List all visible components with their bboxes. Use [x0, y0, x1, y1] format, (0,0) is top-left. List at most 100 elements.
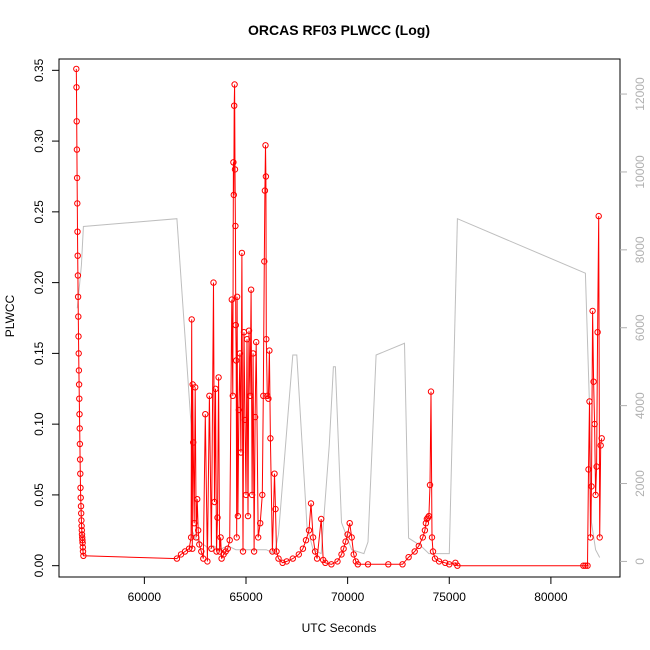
y2-tick-label: 8000: [633, 236, 647, 263]
plwcc-point: [262, 173, 270, 180]
plwcc-point: [239, 548, 247, 555]
plwcc-point: [424, 514, 432, 521]
plwcc-point: [591, 420, 598, 428]
y2-tick-label: 2000: [633, 470, 647, 497]
plwcc-point: [73, 65, 80, 73]
plwcc-point: [340, 545, 347, 552]
plwcc-point: [241, 416, 249, 424]
plwcc-point: [364, 561, 372, 568]
plwcc-point: [582, 562, 589, 569]
plwcc-point: [77, 503, 85, 510]
plwcc-point: [234, 512, 242, 520]
plwcc-point: [338, 551, 345, 558]
plwcc-point: [211, 498, 218, 506]
y-tick-label: 0.35: [32, 58, 46, 82]
y2-tick-label: 4000: [633, 392, 647, 419]
plwcc-point: [74, 228, 81, 235]
plwcc-point: [73, 118, 80, 125]
plwcc-point: [260, 392, 267, 399]
plwcc-point: [350, 551, 357, 558]
plwcc-point: [295, 551, 302, 558]
plwcc-point: [73, 84, 80, 91]
plwcc-point: [215, 374, 222, 381]
y-axis: 0.00 0.05 0.10 0.15 0.20 0.25 0.30 0.35: [32, 58, 59, 577]
plwcc-point: [348, 534, 355, 541]
plwcc-point: [232, 321, 240, 329]
plwcc-point: [78, 522, 85, 530]
plwcc-point: [76, 440, 84, 448]
plwcc-point: [264, 392, 271, 399]
plwcc-point: [307, 500, 315, 507]
plwcc-point: [265, 395, 272, 402]
plwcc-point: [77, 494, 84, 501]
plwcc-point: [411, 548, 418, 555]
plwcc-point: [421, 527, 429, 534]
plwcc-point: [74, 252, 81, 259]
y-tick-label: 0.00: [32, 554, 46, 578]
y-axis-label: PLWCC: [3, 294, 17, 337]
plwcc-point: [246, 392, 254, 399]
plwcc-point: [435, 558, 443, 565]
plwcc-point: [224, 545, 231, 552]
plwcc-point: [261, 187, 269, 194]
plwcc-point: [405, 554, 412, 561]
plwcc-point: [262, 142, 269, 149]
plwcc-point: [80, 552, 87, 559]
x-axis-label: UTC Seconds: [302, 621, 377, 635]
plwcc-point: [269, 548, 276, 555]
plwcc-point: [253, 338, 260, 346]
plwcc-point: [342, 538, 349, 545]
plwcc-point: [74, 200, 81, 207]
plwcc-point: [334, 558, 341, 565]
plwcc-point: [233, 357, 240, 364]
plwcc-point: [232, 222, 239, 230]
plwcc-point: [594, 329, 601, 336]
plwcc-point: [305, 527, 313, 534]
x-tick-label: 80000: [534, 590, 568, 604]
plwcc-point: [195, 527, 202, 534]
plwcc-point: [231, 102, 238, 109]
plwcc-point: [233, 293, 241, 300]
y-tick-label: 0.30: [32, 129, 46, 153]
plwcc-point: [189, 545, 196, 552]
plwcc-point: [261, 258, 268, 265]
plwcc-point: [185, 545, 193, 552]
x-tick-label: 70000: [331, 590, 365, 604]
plwcc-point: [228, 296, 236, 303]
plwcc-point: [422, 520, 430, 527]
plwcc-point: [593, 463, 600, 470]
y-tick-label: 0.10: [32, 412, 46, 436]
plwcc-point: [249, 350, 257, 357]
plwcc-point: [596, 534, 603, 541]
plwcc-point: [202, 411, 209, 418]
plwcc-point: [255, 534, 262, 541]
y2-tick-label: 12000: [633, 77, 647, 111]
plwcc-point: [79, 539, 86, 547]
plwcc-point: [226, 537, 233, 544]
x-axis: 60000 65000 70000 75000 80000: [128, 577, 568, 604]
plwcc-point: [191, 520, 198, 527]
plwcc-point: [399, 561, 406, 568]
plwcc-point: [194, 496, 201, 503]
plwcc-point: [247, 286, 255, 293]
plwcc-point: [442, 559, 449, 566]
plwcc-point: [313, 555, 321, 562]
y-tick-label: 0.15: [32, 341, 46, 365]
plwcc-point: [208, 545, 215, 552]
y2-tick-label: 0: [633, 558, 647, 565]
plwcc-point: [248, 491, 256, 499]
plwcc-point: [251, 413, 259, 421]
plwcc-point: [257, 520, 264, 527]
x-tick-label: 75000: [433, 590, 467, 604]
plwcc-point: [79, 544, 87, 551]
plwcc-point: [242, 491, 250, 499]
y-tick-label: 0.20: [32, 271, 46, 295]
plwcc-point: [210, 279, 217, 286]
plwcc-point: [425, 512, 433, 520]
plwcc-point: [271, 470, 278, 477]
plwcc-point: [587, 534, 594, 541]
plwcc-point: [231, 166, 239, 173]
plwcc-point: [198, 548, 205, 555]
plwcc-point: [238, 249, 246, 257]
